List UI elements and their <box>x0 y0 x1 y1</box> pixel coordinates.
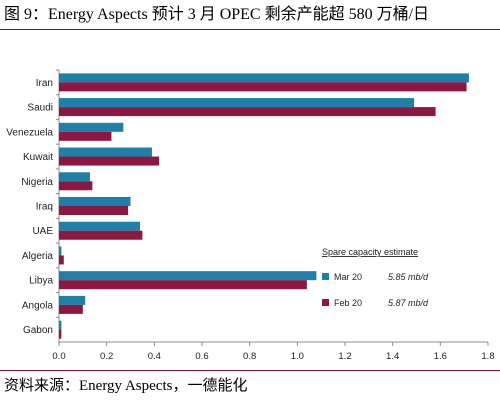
bar-feb20 <box>59 206 129 215</box>
category-label: Algeria <box>22 251 54 262</box>
legend-series-estimate: 5.87 mb/d <box>388 298 429 308</box>
x-tick-labels: 0.0 0.2 0.4 0.6 0.8 1.0 1.2 1.4 1.6 1.8 <box>52 351 494 362</box>
category-label: Nigeria <box>21 177 53 188</box>
x-tick-label: 0.0 <box>52 351 65 362</box>
x-tick-label: 1.2 <box>338 351 351 362</box>
bar-mar20 <box>59 246 62 256</box>
x-tick-label: 0.2 <box>100 351 113 362</box>
legend-title: Spare capacity estimate <box>322 247 418 257</box>
legend-swatch <box>322 273 329 280</box>
bar-feb20 <box>59 329 62 339</box>
category-label: Iran <box>36 78 53 89</box>
x-tick-label: 0.8 <box>243 351 256 362</box>
bar-mar20 <box>59 271 317 281</box>
bar-feb20 <box>59 280 307 290</box>
category-label: Venezuela <box>6 127 53 138</box>
bar-feb20 <box>59 82 467 92</box>
category-labels: Iran Saudi Venezuela Kuwait Nigeria Iraq UAE Al… <box>6 78 53 336</box>
bar-feb20 <box>59 131 112 141</box>
bar-feb20 <box>59 255 64 265</box>
x-tick-label: 1.6 <box>434 351 447 362</box>
x-tick-label: 0.6 <box>195 351 208 362</box>
category-label: Saudi <box>27 103 53 114</box>
legend-series-estimate: 5.85 mb/d <box>388 272 429 282</box>
chart-bars <box>59 73 469 339</box>
bar-mar20 <box>59 172 90 182</box>
x-tick-label: 1.8 <box>481 351 494 362</box>
legend-series-name: Feb 20 <box>334 298 362 308</box>
category-label: UAE <box>32 226 53 237</box>
bar-mar20 <box>59 320 62 330</box>
bar-feb20 <box>59 156 160 166</box>
category-label: Libya <box>29 276 53 287</box>
bar-feb20 <box>59 304 83 314</box>
legend-swatch <box>322 299 329 306</box>
bar-mar20 <box>59 295 86 305</box>
legend: Spare capacity estimate Mar 20 5.85 mb/d Fe… <box>322 247 429 308</box>
x-tick-label: 1.4 <box>386 351 399 362</box>
legend-series-name: Mar 20 <box>334 272 362 282</box>
category-label: Gabon <box>23 325 53 336</box>
category-label: Kuwait <box>23 152 53 163</box>
x-tick-label: 0.4 <box>148 351 161 362</box>
bar-mar20 <box>59 98 415 108</box>
bar-mar20 <box>59 147 152 157</box>
bar-mar20 <box>59 221 141 231</box>
bar-mar20 <box>59 73 469 83</box>
bar-mar20 <box>59 197 131 206</box>
x-tick-label: 1.0 <box>291 351 304 362</box>
bar-feb20 <box>59 107 436 117</box>
bar-mar20 <box>59 122 124 132</box>
bar-chart: Iran Saudi Venezuela Kuwait Nigeria Iraq UAE Al… <box>6 69 495 362</box>
figure-source: 资料来源：Energy Aspects，一德能化 <box>0 370 500 409</box>
category-label: Angola <box>22 300 54 311</box>
category-label: Iraq <box>36 202 53 213</box>
bar-feb20 <box>59 230 143 240</box>
figure-title: 图 9：Energy Aspects 预计 3 月 OPEC 剩余产能超 580… <box>0 0 500 30</box>
bar-feb20 <box>59 181 93 191</box>
